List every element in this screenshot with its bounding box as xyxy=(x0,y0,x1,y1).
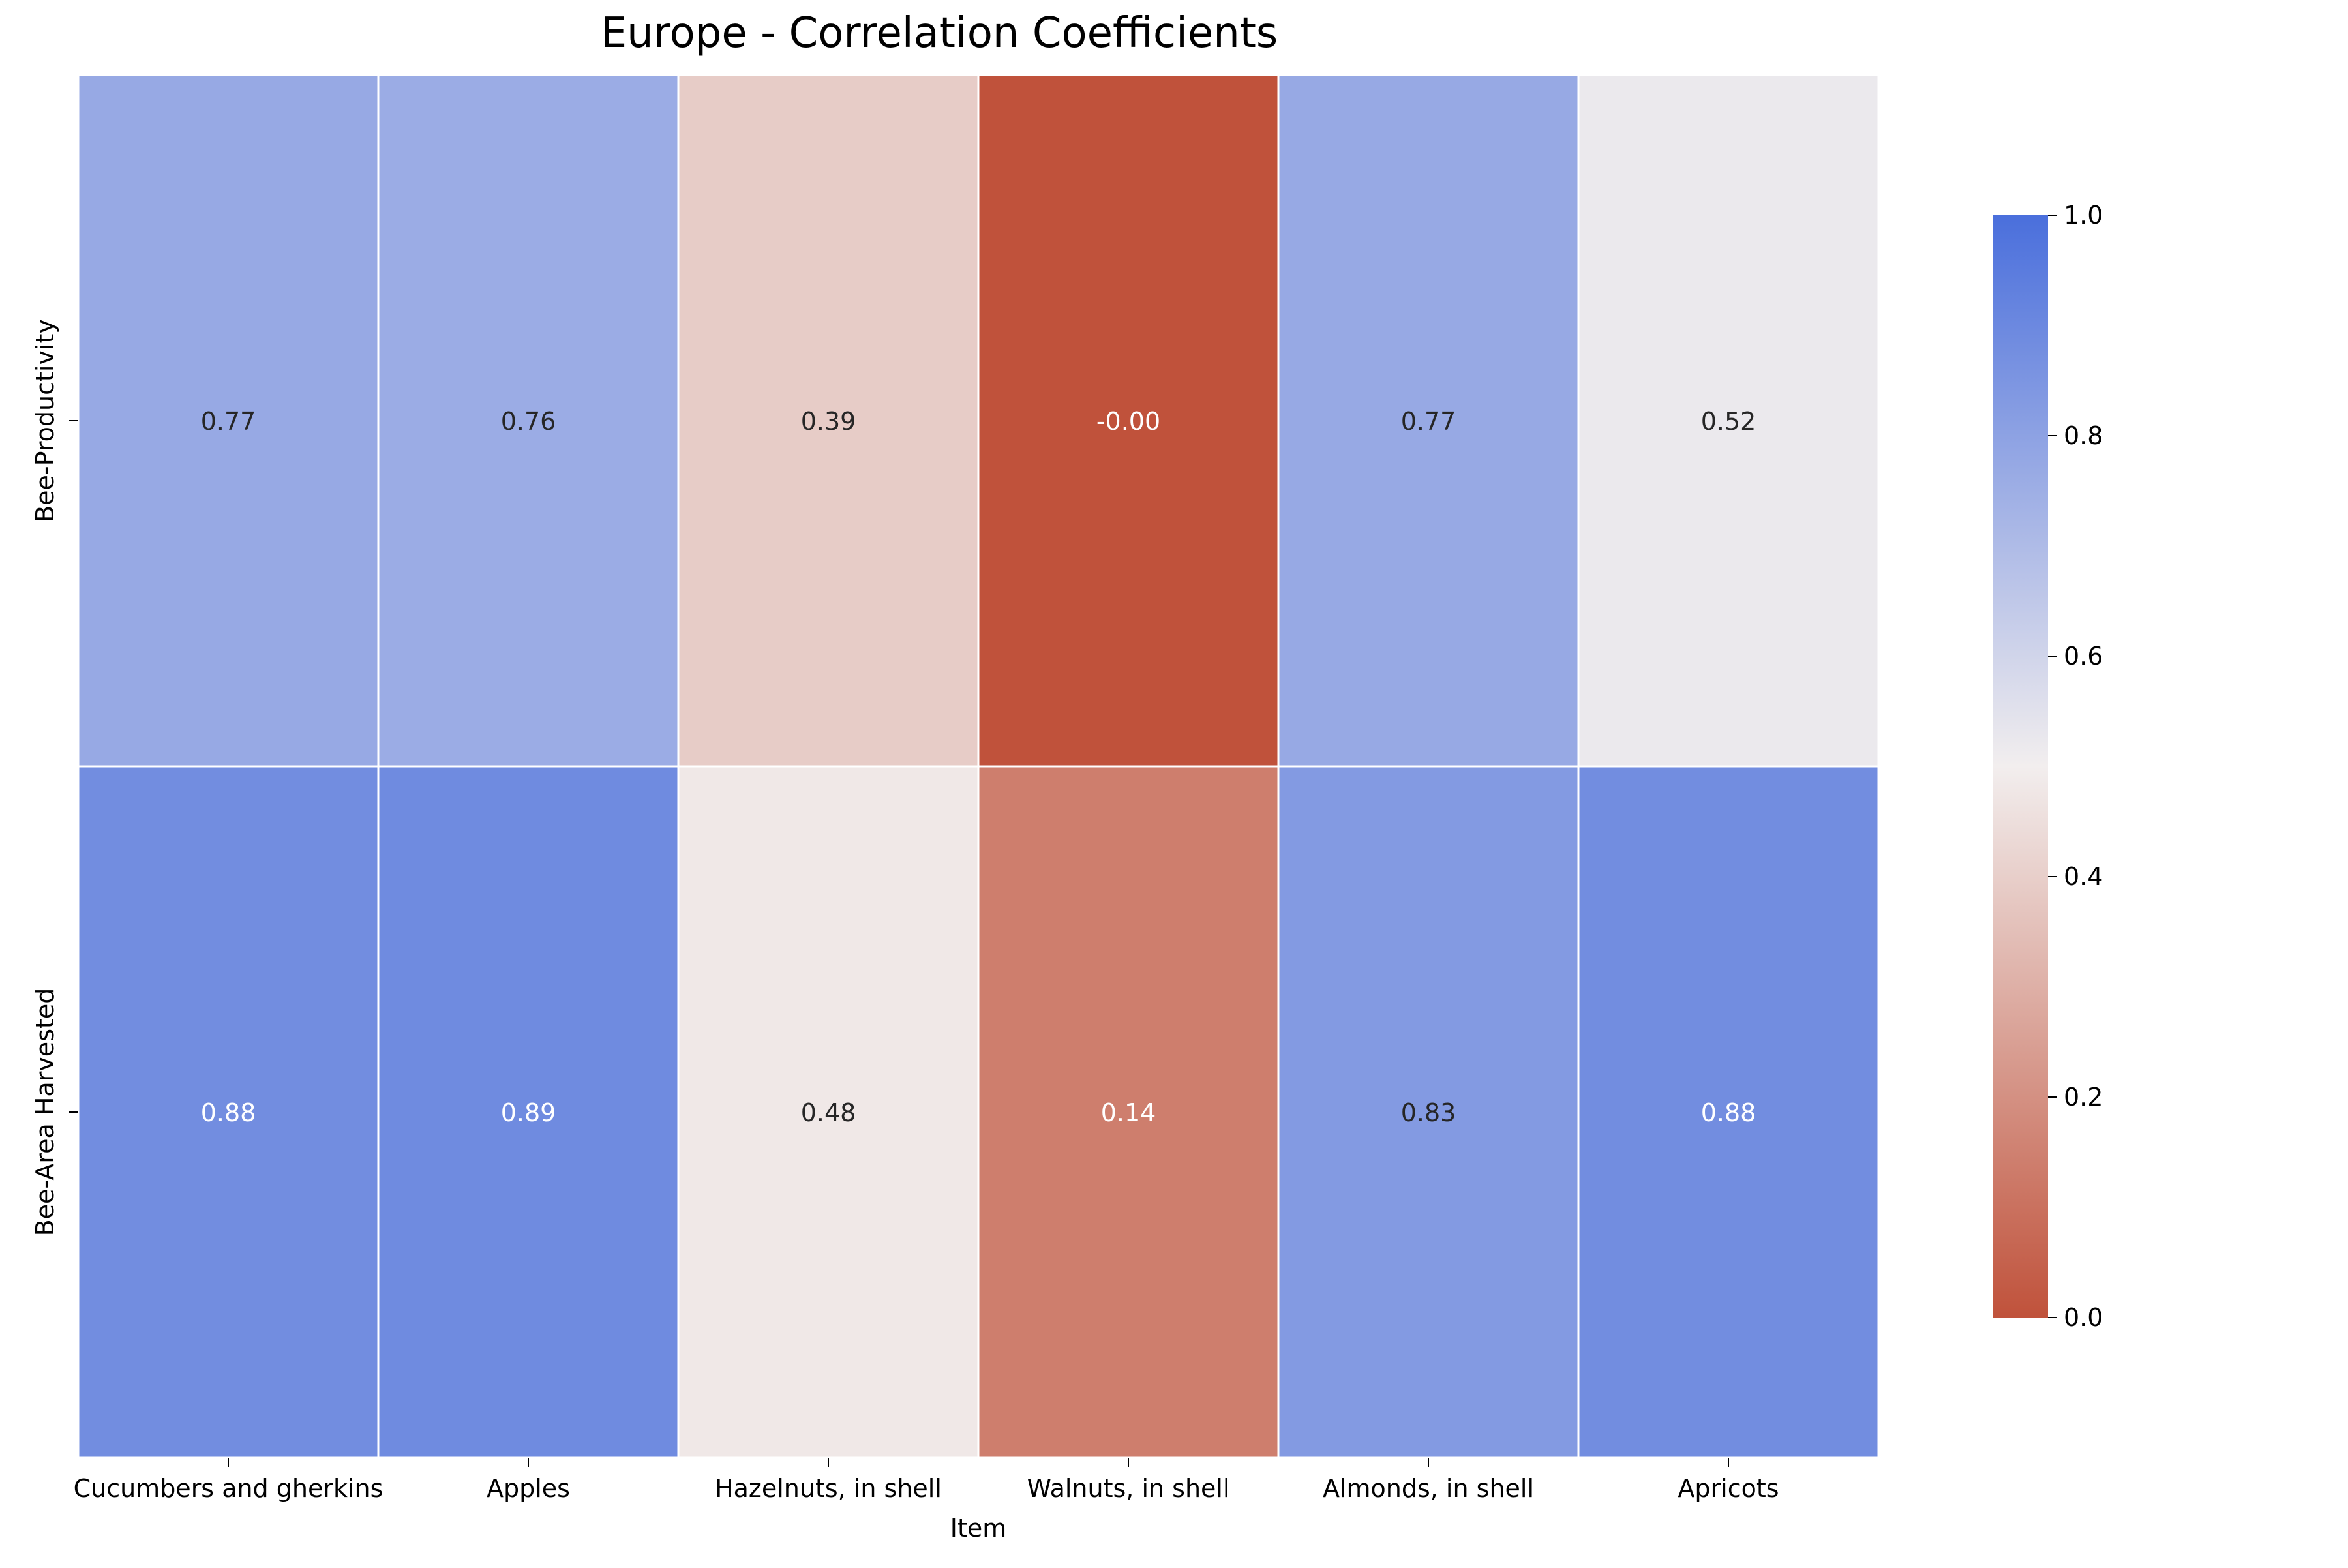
cell-value-label: 0.39 xyxy=(801,407,856,436)
cell-value-label: 0.77 xyxy=(201,407,256,436)
cell-value-label: 0.52 xyxy=(1701,407,1756,436)
cell-value-label: 0.48 xyxy=(801,1098,856,1127)
cell-value-label: 0.77 xyxy=(1401,407,1456,436)
heatmap-cell xyxy=(1277,74,1580,768)
cell-value-label: 0.88 xyxy=(201,1098,256,1127)
cell-value-label: 0.83 xyxy=(1401,1098,1456,1127)
colorbar xyxy=(1993,215,2048,1318)
heatmap-cell xyxy=(677,74,980,768)
colorbar-tick-label: 0.6 xyxy=(2064,642,2103,671)
colorbar-tick-label: 1.0 xyxy=(2064,201,2103,230)
x-axis-label: Item xyxy=(950,1514,1007,1543)
x-tick-label: Cucumbers and gherkins xyxy=(74,1474,384,1503)
heatmap-cell xyxy=(377,765,680,1459)
colorbar-tick-label: 0.4 xyxy=(2064,862,2103,891)
colorbar-tick-label: 0.0 xyxy=(2064,1303,2103,1332)
colorbar-tick-label: 0.2 xyxy=(2064,1083,2103,1111)
heatmap-cell xyxy=(77,765,380,1459)
cell-value-label: 0.76 xyxy=(501,407,556,436)
heatmap-cell xyxy=(1577,74,1880,768)
colorbar-tick-label: 0.8 xyxy=(2064,421,2103,450)
heatmap-cell xyxy=(977,74,1280,768)
cell-value-label: 0.89 xyxy=(501,1098,556,1127)
x-tick-label: Apples xyxy=(487,1474,570,1503)
cell-value-label: 0.14 xyxy=(1101,1098,1156,1127)
y-tick-label: Bee-Area Harvested xyxy=(31,988,59,1237)
heatmap-cell xyxy=(77,74,380,768)
cell-value-label: -0.00 xyxy=(1096,407,1160,436)
cell-value-label: 0.88 xyxy=(1701,1098,1756,1127)
chart-title: Europe - Correlation Coefficients xyxy=(601,9,1278,57)
x-tick-label: Apricots xyxy=(1678,1474,1779,1503)
heatmap-cell xyxy=(1577,765,1880,1459)
x-tick-label: Walnuts, in shell xyxy=(1027,1474,1229,1503)
y-tick-label: Bee-Productivity xyxy=(31,319,59,522)
x-tick-label: Hazelnuts, in shell xyxy=(715,1474,942,1503)
heatmap-cell xyxy=(377,74,680,768)
heatmap-cell xyxy=(977,765,1280,1459)
x-tick-label: Almonds, in shell xyxy=(1323,1474,1534,1503)
